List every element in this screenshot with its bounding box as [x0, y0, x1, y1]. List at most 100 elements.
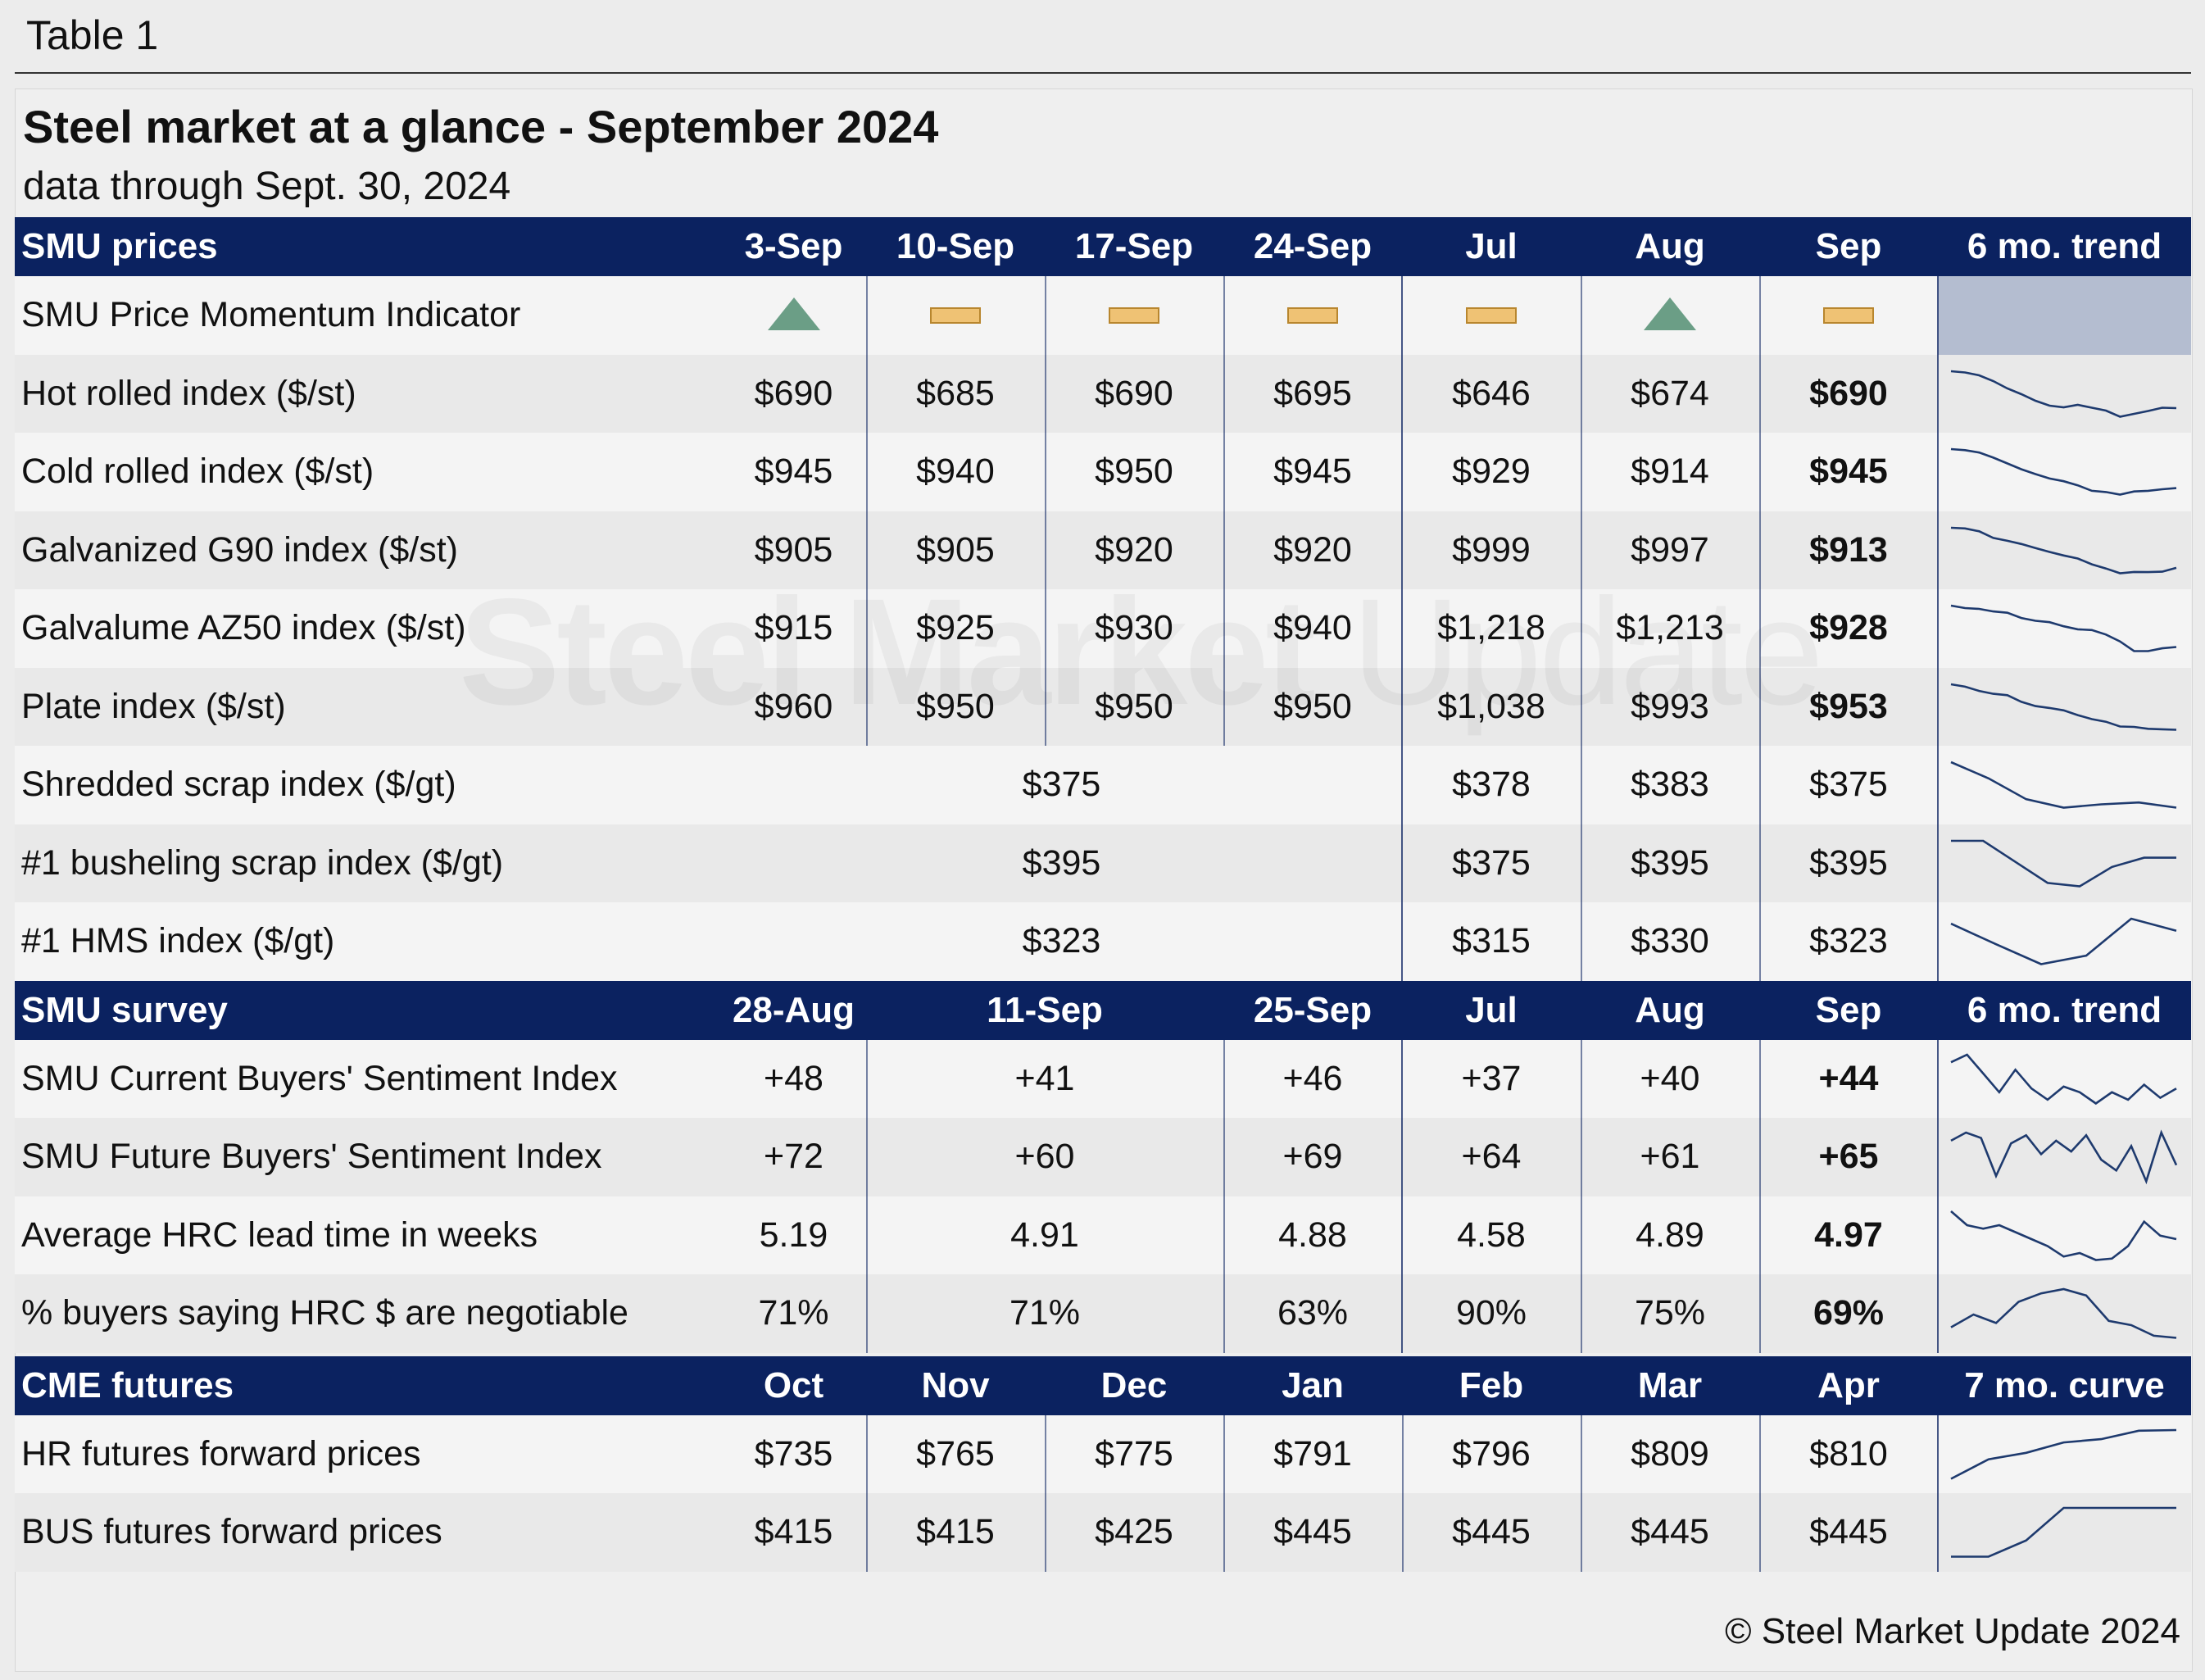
value-cell: +69: [1282, 1137, 1343, 1177]
column-header: 7 mo. curve: [1938, 1355, 2191, 1415]
trend-line: [1950, 1052, 2177, 1105]
column-header: Aug: [1581, 217, 1759, 276]
neutral-bar-icon: [1287, 306, 1338, 324]
trend-sparkline: [1950, 761, 2177, 809]
value-cell: $997: [1631, 529, 1709, 570]
section-title: SMU prices: [15, 217, 721, 276]
value-cell: $330: [1631, 921, 1709, 961]
column-divider: [1401, 1039, 1403, 1353]
column-divider: [1223, 1414, 1225, 1572]
value-cell: $415: [916, 1512, 995, 1552]
value-cell: $953: [1809, 686, 1888, 726]
value-cell: +65: [1818, 1137, 1879, 1177]
column-header: Mar: [1581, 1355, 1759, 1415]
column-header: Jul: [1402, 217, 1581, 276]
value-cell: $950: [1095, 452, 1173, 492]
value-cell: $905: [754, 529, 833, 570]
merged-value: $375: [1022, 765, 1101, 805]
table-row: [15, 824, 2191, 902]
trend-line: [1950, 1129, 2178, 1185]
value-cell: $674: [1631, 373, 1709, 413]
row-label: Plate index ($/st): [21, 686, 286, 726]
row-label: Hot rolled index ($/st): [21, 373, 356, 413]
column-header: Apr: [1759, 1355, 1938, 1415]
trend-line: [1950, 761, 2177, 809]
trend-sparkline: [1950, 1210, 2177, 1261]
trend-sparkline: [1950, 917, 2177, 965]
value-cell: $695: [1273, 373, 1352, 413]
watermark-text: Steel Market: [459, 568, 1351, 737]
table-row: [15, 354, 2191, 433]
value-cell: $415: [754, 1512, 833, 1552]
trend-line: [1950, 1428, 2177, 1480]
value-cell: 63%: [1277, 1293, 1349, 1333]
column-header: 10-Sep: [866, 217, 1045, 276]
value-cell: 4.97: [1814, 1215, 1883, 1255]
value-cell: $810: [1809, 1433, 1888, 1473]
value-cell: $929: [1452, 452, 1531, 492]
table-row: [15, 589, 2191, 668]
neutral-bar-icon: [1823, 306, 1874, 324]
neutral-bar-icon: [930, 306, 981, 324]
table-row: [15, 1493, 2191, 1572]
column-header: Aug: [1581, 980, 1759, 1040]
row-label: HR futures forward prices: [21, 1433, 421, 1473]
column-header: Oct: [721, 1355, 866, 1415]
column-divider: [866, 1414, 868, 1572]
trend-line: [1950, 526, 2177, 574]
value-cell: $685: [916, 373, 995, 413]
row-label: SMU Future Buyers' Sentiment Index: [21, 1137, 602, 1177]
table-row: [15, 1274, 2191, 1353]
trend-line: [1951, 1506, 2176, 1558]
column-header: 28-Aug: [721, 980, 866, 1040]
value-cell: $925: [916, 608, 995, 648]
table-row: [15, 1039, 2191, 1118]
curve-sparkline: [1951, 1506, 2176, 1558]
value-cell: $735: [754, 1433, 833, 1473]
merged-value: $395: [1022, 842, 1101, 883]
divider: [15, 72, 2191, 74]
column-divider: [1759, 1414, 1761, 1572]
trend-sparkline: [1950, 370, 2177, 418]
column-divider: [1581, 276, 1582, 981]
row-label: Cold rolled index ($/st): [21, 452, 374, 492]
trend-line: [1950, 1287, 2177, 1339]
value-cell: $323: [1809, 921, 1888, 961]
value-cell: $445: [1809, 1512, 1888, 1552]
value-cell: +41: [1014, 1058, 1075, 1098]
row-label: #1 HMS index ($/gt): [21, 921, 335, 961]
value-cell: 4.89: [1636, 1215, 1704, 1255]
column-divider: [1937, 1039, 1939, 1353]
value-cell: 90%: [1455, 1293, 1527, 1333]
value-cell: $950: [916, 686, 995, 726]
column-header: 25-Sep: [1223, 980, 1402, 1040]
table-row: [15, 902, 2191, 981]
trend-sparkline: [1950, 1129, 2178, 1185]
value-cell: $765: [916, 1433, 995, 1473]
value-cell: $796: [1452, 1433, 1531, 1473]
section-title: SMU survey: [15, 980, 721, 1040]
value-cell: 71%: [1009, 1293, 1081, 1333]
page-title: Steel market at a glance - September 202…: [23, 101, 939, 152]
value-cell: $375: [1809, 765, 1888, 805]
row-label: % buyers saying HRC $ are negotiable: [21, 1293, 628, 1333]
value-cell: $690: [754, 373, 833, 413]
neutral-bar-icon: [1466, 306, 1517, 324]
value-cell: $950: [1095, 686, 1173, 726]
value-cell: +40: [1640, 1058, 1700, 1098]
column-divider: [1045, 276, 1046, 746]
value-cell: $930: [1095, 608, 1173, 648]
value-cell: 5.19: [759, 1215, 828, 1255]
trend-sparkline: [1950, 683, 2177, 731]
value-cell: $315: [1452, 921, 1531, 961]
value-cell: $383: [1631, 765, 1709, 805]
column-divider: [1223, 1039, 1225, 1353]
value-cell: $915: [754, 608, 833, 648]
row-label: SMU Current Buyers' Sentiment Index: [21, 1058, 618, 1098]
value-cell: +44: [1818, 1058, 1879, 1098]
value-cell: +60: [1014, 1137, 1075, 1177]
row-label: SMU Price Momentum Indicator: [21, 295, 521, 335]
value-cell: $690: [1095, 373, 1173, 413]
watermark-logo: Steel Market Update: [459, 565, 1824, 739]
value-cell: $940: [916, 452, 995, 492]
